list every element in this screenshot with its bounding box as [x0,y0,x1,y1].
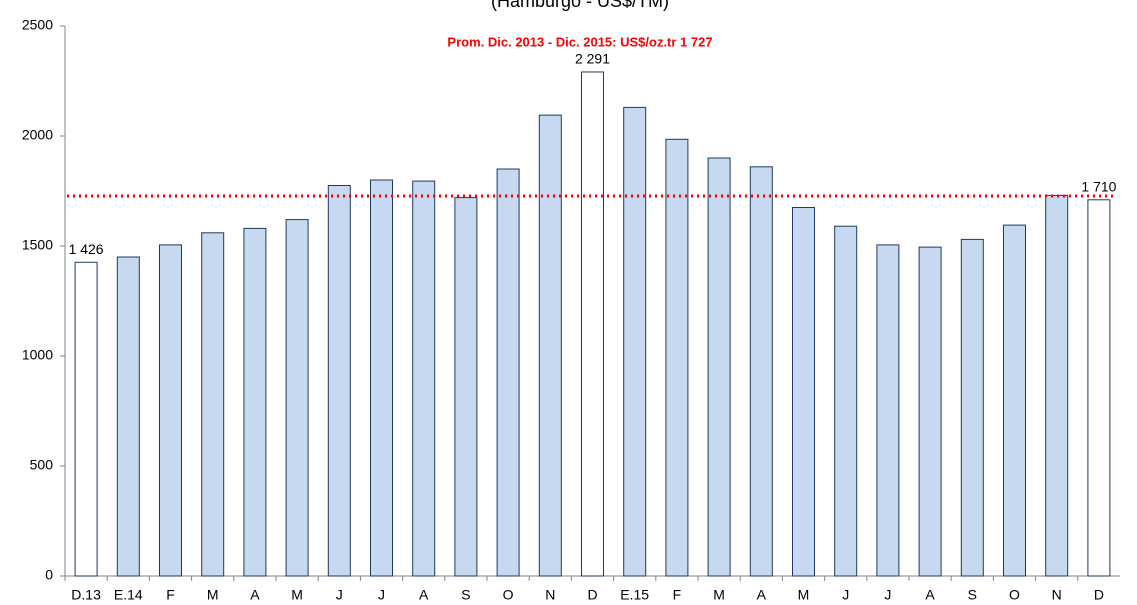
y-tick-label: 1500 [22,237,53,253]
bar [623,106,647,577]
bar [454,197,478,577]
bar [370,179,393,577]
bar [201,232,225,577]
bar [834,225,858,577]
y-tick-label: 2000 [22,127,53,143]
x-tick-label: A [419,587,429,603]
bar [960,238,984,577]
bar [538,114,562,577]
bar [116,256,140,577]
x-tick-label: D.13 [71,587,101,603]
x-tick-label: M [713,587,725,603]
y-tick-label: 0 [45,567,53,583]
x-tick-label: D [1094,587,1104,603]
x-tick-label: S [461,587,470,603]
x-tick-label: F [166,587,175,603]
x-tick-label: E.14 [114,587,143,603]
y-tick-label: 500 [30,457,54,473]
bar [243,227,267,577]
bar [1045,194,1069,577]
bar [665,138,689,577]
value-label: 1 710 [1081,179,1116,195]
y-tick-label: 2500 [22,17,53,33]
x-tick-label: J [378,587,385,603]
x-tick-label: E.15 [620,587,649,603]
x-tick-label: M [291,587,303,603]
x-tick-label: O [1009,587,1020,603]
bar [74,261,98,577]
bar [749,166,773,577]
x-tick-label: D [587,587,597,603]
x-tick-label: J [842,587,849,603]
x-tick-label: M [798,587,810,603]
x-tick-label: A [925,587,935,603]
bar [876,244,900,577]
x-tick-label: J [884,587,891,603]
x-tick-label: M [207,587,219,603]
bar [792,207,815,577]
x-tick-label: J [336,587,343,603]
x-tick-label: O [503,587,514,603]
bar [707,157,731,577]
bar [1087,199,1111,577]
bar [496,168,520,577]
x-tick-label: N [1052,587,1062,603]
x-tick-label: S [968,587,977,603]
x-tick-label: N [545,587,555,603]
bar [285,219,309,577]
bar [918,246,942,577]
value-label: 2 291 [575,51,610,67]
bar [327,185,351,577]
bar [1003,224,1026,577]
x-tick-label: A [250,587,260,603]
y-tick-label: 1000 [22,347,53,363]
annotation: Prom. Dic. 2013 - Dic. 2015: US$/oz.tr 1… [447,34,712,49]
x-tick-label: A [757,587,767,603]
bar [159,244,182,577]
value-label: 1 426 [69,241,104,257]
bar [412,180,436,577]
x-tick-label: F [673,587,682,603]
chart-subtitle: (Hamburgo - US$/TM) [491,0,669,11]
bar [581,71,604,577]
